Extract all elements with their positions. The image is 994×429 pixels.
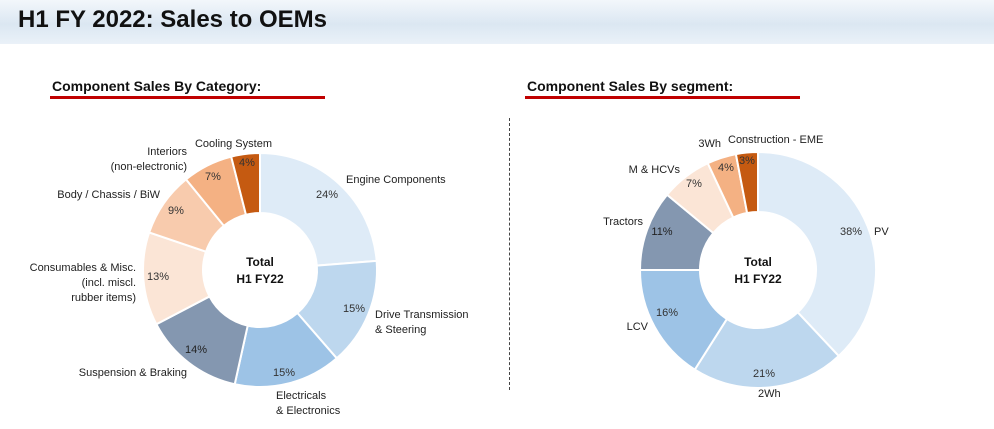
- category-donut: 24% Engine Components 15% Drive Transmissio…: [30, 138, 469, 417]
- slice-percent-label: 15%: [273, 367, 295, 379]
- center-label-total: Total: [744, 255, 772, 269]
- donut-slice: [693, 310, 841, 389]
- donut-slice: [229, 151, 261, 216]
- slice-category-label: Construction - EME: [728, 134, 823, 146]
- slice-category-label: Body / Chassis / BiW: [57, 189, 160, 201]
- slice-percent-label: 24%: [316, 189, 338, 201]
- slice-percent-label: 7%: [205, 171, 221, 183]
- donut-slice: [757, 150, 877, 358]
- slice-category-label: Suspension & Braking: [79, 367, 187, 379]
- slice-percent-label: 13%: [147, 271, 169, 283]
- label-line: 2Wh: [758, 388, 781, 400]
- page-title: H1 FY 2022: Sales to OEMs: [18, 6, 328, 33]
- label-line: Body / Chassis / BiW: [57, 189, 160, 201]
- slice-category-label: Engine Components: [346, 174, 446, 186]
- label-line: Cooling System: [195, 138, 272, 150]
- slice-percent-label: 16%: [656, 307, 678, 319]
- label-line: LCV: [627, 321, 649, 333]
- center-label-period: H1 FY22: [734, 272, 782, 286]
- slice-category-label: Tractors: [603, 216, 643, 228]
- slice-percent-label: 21%: [753, 368, 775, 380]
- label-line: Drive Transmission: [375, 309, 469, 321]
- label-line: PV: [874, 226, 889, 238]
- center-label-period: H1 FY22: [236, 272, 284, 286]
- donut-slice: [734, 150, 759, 215]
- label-line: & Electronics: [276, 405, 341, 417]
- label-line: 3Wh: [698, 138, 721, 150]
- slice-percent-label: 38%: [840, 226, 862, 238]
- slice-category-label: Drive Transmission & Steering: [375, 309, 469, 336]
- slice-percent-label: 3%: [739, 155, 755, 167]
- category-title-underline: [50, 96, 325, 99]
- label-line: Interiors: [147, 146, 187, 158]
- slice-category-label: Consumables & Misc. (incl. miscl. rubber i…: [30, 262, 136, 304]
- slice-percent-label: 11%: [651, 226, 672, 238]
- label-line: Suspension & Braking: [79, 367, 187, 379]
- slice-percent-label: 14%: [185, 344, 207, 356]
- label-line: Consumables & Misc.: [30, 262, 136, 274]
- category-chart-title: Component Sales By Category:: [52, 78, 262, 94]
- label-line: & Steering: [375, 324, 426, 336]
- label-line: Construction - EME: [728, 134, 823, 146]
- label-line: (incl. miscl.: [82, 277, 136, 289]
- label-line: Tractors: [603, 216, 643, 228]
- slice-percent-label: 4%: [718, 162, 734, 174]
- center-label-total: Total: [246, 255, 274, 269]
- slice-percent-label: 15%: [343, 303, 365, 315]
- slice-category-label: Cooling System: [195, 138, 272, 150]
- slice-category-label: 3Wh: [698, 138, 721, 150]
- slice-percent-label: 7%: [686, 178, 702, 190]
- slice-category-label: Electricals & Electronics: [276, 390, 341, 417]
- label-line: M & HCVs: [629, 164, 681, 176]
- donut-slice: [259, 151, 378, 267]
- slice-category-label: M & HCVs: [629, 164, 681, 176]
- chart-divider: [509, 118, 510, 390]
- slice-category-label: LCV: [627, 321, 649, 333]
- segment-donut: 38% PV 21% 2Wh 16% LCV 11% Tractors 7% M & HCVs 4%…: [603, 134, 889, 400]
- slice-category-label: Interiors (non-electronic): [111, 146, 188, 173]
- segment-title-underline: [525, 96, 800, 99]
- label-line: Engine Components: [346, 174, 446, 186]
- label-line: (non-electronic): [111, 161, 187, 173]
- segment-chart-title: Component Sales By segment:: [527, 78, 734, 94]
- slice-category-label: 2Wh: [758, 388, 781, 400]
- label-line: Electricals: [276, 390, 327, 402]
- slice-percent-label: 9%: [168, 205, 184, 217]
- label-line: rubber items): [71, 292, 136, 304]
- slice-category-label: PV: [874, 226, 889, 238]
- slice-percent-label: 4%: [239, 157, 255, 169]
- title-bar: [0, 0, 994, 44]
